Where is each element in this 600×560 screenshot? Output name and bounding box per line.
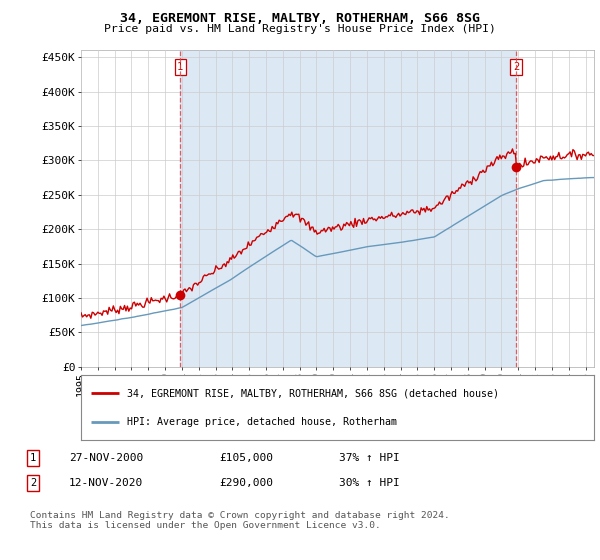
Text: 37% ↑ HPI: 37% ↑ HPI xyxy=(339,453,400,463)
Text: 34, EGREMONT RISE, MALTBY, ROTHERHAM, S66 8SG (detached house): 34, EGREMONT RISE, MALTBY, ROTHERHAM, S6… xyxy=(127,388,499,398)
Bar xyxy=(180,50,516,367)
Text: 30% ↑ HPI: 30% ↑ HPI xyxy=(339,478,400,488)
Text: 34, EGREMONT RISE, MALTBY, ROTHERHAM, S66 8SG: 34, EGREMONT RISE, MALTBY, ROTHERHAM, S6… xyxy=(120,12,480,25)
Text: 1: 1 xyxy=(30,453,36,463)
Text: 1: 1 xyxy=(177,62,184,72)
Text: Contains HM Land Registry data © Crown copyright and database right 2024.
This d: Contains HM Land Registry data © Crown c… xyxy=(30,511,450,530)
Text: 27-NOV-2000: 27-NOV-2000 xyxy=(69,453,143,463)
Text: 2: 2 xyxy=(30,478,36,488)
Text: 12-NOV-2020: 12-NOV-2020 xyxy=(69,478,143,488)
Text: Price paid vs. HM Land Registry's House Price Index (HPI): Price paid vs. HM Land Registry's House … xyxy=(104,24,496,34)
Text: £290,000: £290,000 xyxy=(219,478,273,488)
Text: 2: 2 xyxy=(513,62,519,72)
Text: HPI: Average price, detached house, Rotherham: HPI: Average price, detached house, Roth… xyxy=(127,417,397,427)
Text: £105,000: £105,000 xyxy=(219,453,273,463)
